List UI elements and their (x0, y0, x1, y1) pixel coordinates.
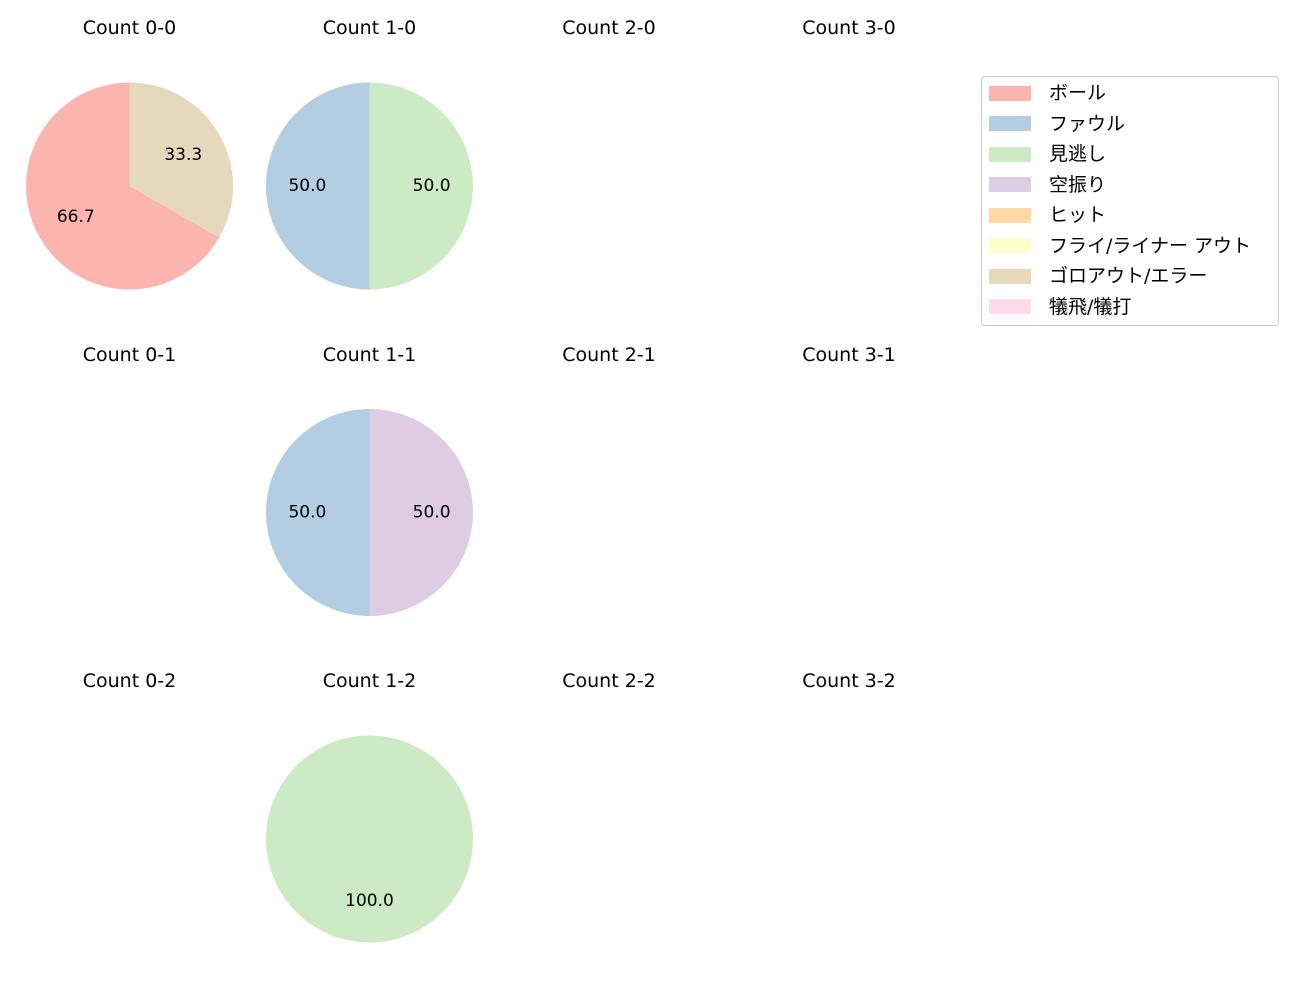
legend-label: 空振り (1049, 173, 1107, 196)
pie-slice-count-0-0-1 (129, 82, 234, 238)
legend-swatch (989, 207, 1031, 223)
slice-label-count-1-0-1: 50.0 (413, 176, 451, 196)
pie-slice-count-1-1-0 (266, 409, 370, 616)
panel-title-count-0-1: Count 0-1 (83, 344, 177, 366)
slice-label-count-0-0-1: 33.3 (164, 145, 202, 165)
panel-title-count-2-1: Count 2-1 (562, 344, 656, 366)
panel-title-count-3-1: Count 3-1 (802, 344, 896, 366)
legend-swatch (989, 85, 1031, 101)
legend-label: ボール (1049, 82, 1107, 104)
legend-label: 犠飛/犠打 (1049, 295, 1132, 318)
pie-slice-count-1-1-1 (369, 409, 473, 616)
panel-title-count-2-0: Count 2-0 (562, 17, 656, 39)
legend-swatch (989, 116, 1031, 131)
legend-label: ヒット (1049, 204, 1107, 226)
legend-swatch (989, 177, 1031, 192)
slice-label-count-0-0-0: 66.7 (57, 207, 95, 227)
pie-slice-count-1-2-0 (266, 735, 473, 943)
pie-slice-count-1-0-0 (266, 82, 370, 290)
slice-label-count-1-1-0: 50.0 (288, 503, 326, 523)
panel-title-count-1-1: Count 1-1 (323, 344, 417, 366)
slice-label-count-1-0-0: 50.0 (288, 176, 326, 196)
chart-legend: ボールファウル見逃し空振りヒットフライ/ライナー アウト ゴロアウト/エラー 犠飛/… (981, 76, 1279, 326)
panel-title-count-3-2: Count 3-2 (802, 670, 896, 692)
slice-label-count-1-2-0: 100.0 (345, 891, 394, 911)
panel-title-count-0-2: Count 0-2 (83, 670, 177, 692)
slice-label-count-1-1-1: 50.0 (413, 503, 451, 523)
panel-title-count-1-2: Count 1-2 (323, 670, 417, 692)
panel-title-count-1-0: Count 1-0 (323, 17, 417, 39)
panel-title-count-2-2: Count 2-2 (562, 670, 656, 692)
legend-swatch (989, 146, 1031, 162)
legend-swatch (989, 238, 1031, 253)
legend-label: 見逃し (1049, 143, 1107, 165)
pie-slice-count-0-0-0 (26, 82, 220, 290)
pie-slice-count-1-0-1 (369, 82, 473, 290)
panel-title-count-3-0: Count 3-0 (802, 17, 896, 39)
legend-label: フライ/ライナー アウト (1049, 234, 1252, 257)
panel-title-count-0-0: Count 0-0 (83, 17, 177, 39)
legend-swatch (989, 299, 1031, 314)
legend-label: ゴロアウト/エラー (1049, 265, 1208, 287)
legend-swatch (989, 268, 1031, 284)
legend-label: ファウル (1049, 112, 1126, 135)
